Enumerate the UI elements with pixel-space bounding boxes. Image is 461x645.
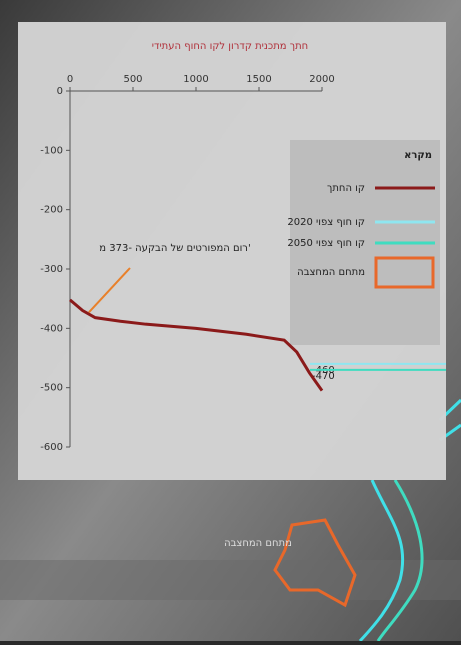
shore-line xyxy=(376,479,424,642)
legend-label: קו החתך xyxy=(327,183,365,194)
y-tick-label: -100 xyxy=(40,145,63,156)
shore-line xyxy=(358,479,405,643)
y-tick-label: -600 xyxy=(40,442,63,453)
y-tick-label: -200 xyxy=(40,205,63,216)
y-tick-label: -400 xyxy=(40,323,63,334)
level-label: -470 xyxy=(312,371,335,382)
legend-swatch xyxy=(374,256,435,289)
x-tick-label: 1000 xyxy=(183,74,208,85)
legend-label: קו חוף צפוי 2020 xyxy=(287,217,365,228)
aerial-strip xyxy=(0,560,461,600)
quarry-outline xyxy=(273,518,357,608)
line-series xyxy=(69,298,324,392)
x-tick-label: 2000 xyxy=(309,74,334,85)
map-label: מתחם המחצבה xyxy=(224,538,292,549)
chart-title: חתך מתכנית קדרון לקו החוף העתידי xyxy=(152,41,308,52)
x-tick-label: 500 xyxy=(123,74,142,85)
y-tick-label: -500 xyxy=(40,383,63,394)
legend-label: קו חוף צפוי 2050 xyxy=(287,238,365,249)
y-tick-label: -300 xyxy=(40,264,63,275)
annotation-arrow xyxy=(88,267,131,313)
x-tick-label: 0 xyxy=(67,74,73,85)
annotation: רום המפורטים של הבקעה -373 מ' xyxy=(99,243,250,254)
legend-label: מתחם המחצבה xyxy=(297,267,365,278)
x-tick-label: 1500 xyxy=(246,74,271,85)
y-tick-label: 0 xyxy=(57,86,63,97)
legend-title: מקרא xyxy=(404,150,432,161)
